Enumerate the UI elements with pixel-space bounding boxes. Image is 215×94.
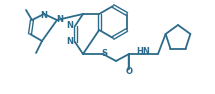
Text: HN: HN (136, 47, 150, 56)
Text: N: N (66, 38, 74, 47)
Text: O: O (126, 67, 132, 77)
Text: N: N (66, 22, 74, 30)
Text: S: S (101, 49, 107, 58)
Text: N: N (40, 11, 48, 20)
Text: N: N (57, 14, 63, 24)
